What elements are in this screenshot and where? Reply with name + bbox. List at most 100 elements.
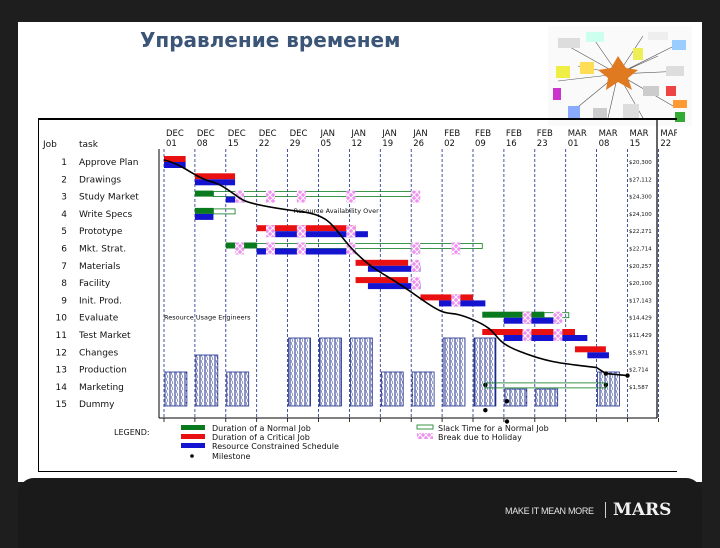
- gantt-chart: Job task DEC 01 DEC 08 DEC 15 DEC 22 DEC 29 JAN 05 JAN…: [38, 118, 677, 472]
- svg-text:15: 15: [228, 139, 239, 149]
- svg-text:23: 23: [537, 139, 548, 149]
- resource-usage-label: Resource Usage Engineers: [164, 314, 251, 322]
- cost-curve: [163, 159, 628, 377]
- svg-text:Production: Production: [79, 366, 127, 376]
- svg-text:3: 3: [61, 193, 67, 203]
- legend-item: Slack Time for a Normal Job: [416, 424, 549, 433]
- svg-text:4: 4: [61, 210, 67, 220]
- usage-bar: [504, 388, 528, 407]
- legend-item: Resource Constrained Schedule: [181, 442, 339, 451]
- svg-text:5: 5: [61, 227, 67, 237]
- usage-bar: [195, 354, 219, 407]
- svg-text:16: 16: [506, 139, 517, 149]
- svg-text:11: 11: [56, 331, 67, 341]
- svg-text:FEB: FEB: [475, 129, 491, 139]
- svg-text:01: 01: [166, 139, 177, 149]
- job-bar-1: [164, 156, 186, 168]
- milestone-marker: [483, 408, 488, 413]
- slide: Управление временем: [18, 22, 702, 482]
- usage-bar: [380, 371, 404, 407]
- job-row: 13 Production: [56, 366, 127, 376]
- job-cost: $24,300: [629, 195, 652, 201]
- milestone-marker: [625, 373, 630, 378]
- svg-text:Prototype: Prototype: [79, 227, 123, 237]
- svg-text:DEC: DEC: [259, 129, 277, 139]
- svg-text:MAR: MAR: [599, 129, 618, 139]
- mind-map-image: [548, 26, 692, 126]
- job-cost: $24,100: [629, 212, 652, 218]
- svg-text:10: 10: [56, 314, 68, 324]
- svg-text:9: 9: [61, 296, 67, 306]
- job-bar-10: [482, 311, 570, 324]
- usage-bar: [442, 337, 466, 407]
- svg-text:Write Specs: Write Specs: [79, 210, 133, 220]
- job-bar-12: [574, 346, 609, 359]
- svg-text:08: 08: [197, 139, 208, 149]
- job-cost: $22,714: [629, 247, 652, 253]
- job-bar-5: [256, 225, 368, 238]
- svg-text:6: 6: [61, 245, 67, 255]
- job-column-header: Job: [42, 140, 57, 150]
- svg-text:Drawings: Drawings: [79, 175, 121, 185]
- svg-text:FEB: FEB: [537, 129, 553, 139]
- svg-text:JAN: JAN: [320, 129, 336, 139]
- job-bar-7: [355, 259, 421, 272]
- svg-text:FEB: FEB: [444, 129, 460, 139]
- job-bar-11: [482, 329, 588, 341]
- job-row: 10 Evaluate: [56, 314, 119, 324]
- svg-text:22: 22: [259, 139, 270, 149]
- svg-text:DEC: DEC: [290, 129, 308, 139]
- svg-text:FEB: FEB: [506, 129, 522, 139]
- svg-text:Marketing: Marketing: [79, 383, 124, 393]
- job-row: 5 Prototype: [61, 227, 123, 237]
- job-row: 14 Marketing: [56, 383, 124, 393]
- legend-item: Duration of a Critical Job: [181, 433, 310, 442]
- job-bar-3: [194, 190, 421, 203]
- job-row: 4 Write Specs: [61, 210, 132, 220]
- svg-text:Init. Prod.: Init. Prod.: [79, 296, 122, 306]
- usage-bar: [226, 371, 250, 407]
- milestone-marker: [504, 399, 510, 404]
- svg-text:JAN: JAN: [412, 129, 428, 139]
- usage-bar: [535, 388, 559, 407]
- job-cost: $14,429: [629, 316, 652, 322]
- svg-text:19: 19: [382, 139, 393, 149]
- svg-text:Dummy: Dummy: [79, 400, 115, 410]
- job-cost: $20,257: [629, 264, 652, 270]
- job-row: 6 Mkt. Strat.: [61, 245, 126, 255]
- svg-text:Duration of a Normal Job: Duration of a Normal Job: [212, 424, 311, 433]
- usage-bar: [597, 371, 620, 407]
- svg-text:Test Market: Test Market: [78, 331, 131, 341]
- job-bar-6: [225, 242, 483, 255]
- usage-bar: [473, 337, 497, 407]
- svg-text:02: 02: [444, 139, 455, 149]
- milestone-marker: [603, 371, 609, 376]
- job-row: 15 Dummy: [56, 400, 116, 410]
- job-row: 12 Changes: [56, 348, 119, 358]
- legend-item: Milestone: [190, 452, 251, 461]
- svg-text:15: 15: [630, 139, 641, 149]
- brand-logo: MARS: [613, 500, 672, 520]
- svg-text:DEC: DEC: [228, 129, 246, 139]
- svg-text:26: 26: [413, 139, 424, 149]
- svg-text:7: 7: [61, 262, 67, 272]
- svg-text:09: 09: [475, 139, 486, 149]
- usage-bar: [288, 337, 311, 407]
- svg-text:Study Market: Study Market: [79, 193, 139, 203]
- resource-availability-label: Resource Availability Over: [294, 207, 379, 215]
- usage-bar: [319, 337, 342, 407]
- svg-text:Break due to Holiday: Break due to Holiday: [438, 433, 522, 442]
- legend-item: Duration of a Normal Job: [181, 424, 311, 433]
- svg-text:Resource Constrained Schedule: Resource Constrained Schedule: [212, 442, 339, 451]
- svg-text:14: 14: [56, 383, 68, 393]
- footer-bar: [18, 478, 702, 548]
